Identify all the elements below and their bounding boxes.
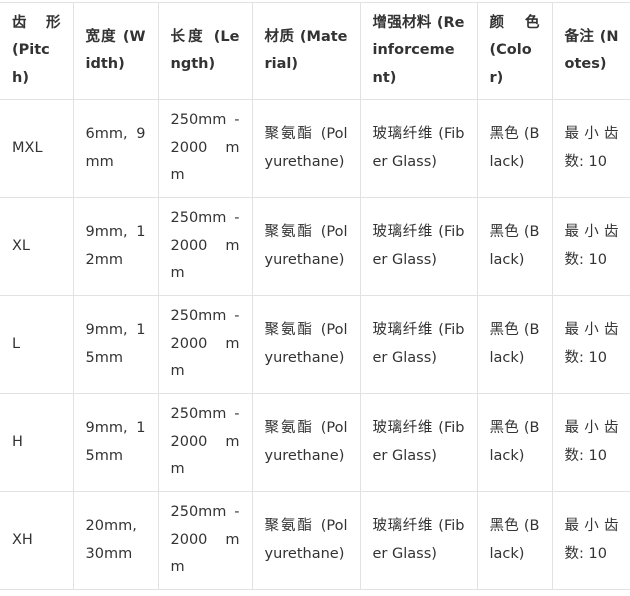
cell-width: 9mm, 15mm: [72, 295, 159, 394]
cell-reinforcement: 玻璃纤维 (Fiber Glass): [359, 295, 478, 394]
header-notes: 备注 (Notes): [551, 2, 630, 100]
cell-pitch: H: [0, 393, 74, 492]
header-color: 颜色 (Color): [476, 2, 553, 100]
table-row: XL 9mm, 12mm 250mm - 2000 mm 聚氨酯 (Polyureth…: [0, 197, 630, 296]
cell-pitch: L: [0, 295, 74, 394]
cell-length: 250mm - 2000 mm: [157, 393, 253, 492]
cell-pitch: XL: [0, 197, 74, 296]
header-width: 宽度 (Width): [72, 2, 159, 100]
cell-material: 聚氨酯 (Polyurethane): [251, 491, 361, 590]
cell-color: 黑色 (Black): [476, 295, 553, 394]
cell-material: 聚氨酯 (Polyurethane): [251, 295, 361, 394]
cell-reinforcement: 玻璃纤维 (Fiber Glass): [359, 491, 478, 590]
table-row: MXL 6mm, 9mm 250mm - 2000 mm 聚氨酯 (Polyureth…: [0, 99, 630, 198]
cell-color: 黑色 (Black): [476, 99, 553, 198]
header-material: 材质 (Material): [251, 2, 361, 100]
header-reinforcement: 增强材料 (Reinforcement): [359, 2, 478, 100]
cell-length: 250mm - 2000 mm: [157, 491, 253, 590]
cell-material: 聚氨酯 (Polyurethane): [251, 99, 361, 198]
cell-width: 20mm, 30mm: [72, 491, 159, 590]
cell-pitch: XH: [0, 491, 74, 590]
cell-length: 250mm - 2000 mm: [157, 197, 253, 296]
cell-length: 250mm - 2000 mm: [157, 295, 253, 394]
header-length: 长度 (Length): [157, 2, 253, 100]
cell-width: 9mm, 15mm: [72, 393, 159, 492]
table-row: L 9mm, 15mm 250mm - 2000 mm 聚氨酯 (Polyuretha…: [0, 295, 630, 394]
header-pitch: 齿形 (Pitch): [0, 2, 74, 100]
cell-notes: 最小齿数: 10: [551, 99, 630, 198]
cell-pitch: MXL: [0, 99, 74, 198]
cell-color: 黑色 (Black): [476, 197, 553, 296]
cell-color: 黑色 (Black): [476, 393, 553, 492]
cell-notes: 最小齿数: 10: [551, 197, 630, 296]
cell-width: 9mm, 12mm: [72, 197, 159, 296]
cell-notes: 最小齿数: 10: [551, 491, 630, 590]
header-row: 齿形 (Pitch) 宽度 (Width) 长度 (Length) 材质 (Ma…: [0, 2, 630, 100]
cell-notes: 最小齿数: 10: [551, 393, 630, 492]
table-row: XH 20mm, 30mm 250mm - 2000 mm 聚氨酯 (Polyuret…: [0, 491, 630, 590]
table-row: H 9mm, 15mm 250mm - 2000 mm 聚氨酯 (Polyuretha…: [0, 393, 630, 492]
cell-width: 6mm, 9mm: [72, 99, 159, 198]
cell-reinforcement: 玻璃纤维 (Fiber Glass): [359, 99, 478, 198]
cell-reinforcement: 玻璃纤维 (Fiber Glass): [359, 393, 478, 492]
cell-reinforcement: 玻璃纤维 (Fiber Glass): [359, 197, 478, 296]
cell-length: 250mm - 2000 mm: [157, 99, 253, 198]
cell-material: 聚氨酯 (Polyurethane): [251, 197, 361, 296]
cell-material: 聚氨酯 (Polyurethane): [251, 393, 361, 492]
cell-color: 黑色 (Black): [476, 491, 553, 590]
cell-notes: 最小齿数: 10: [551, 295, 630, 394]
